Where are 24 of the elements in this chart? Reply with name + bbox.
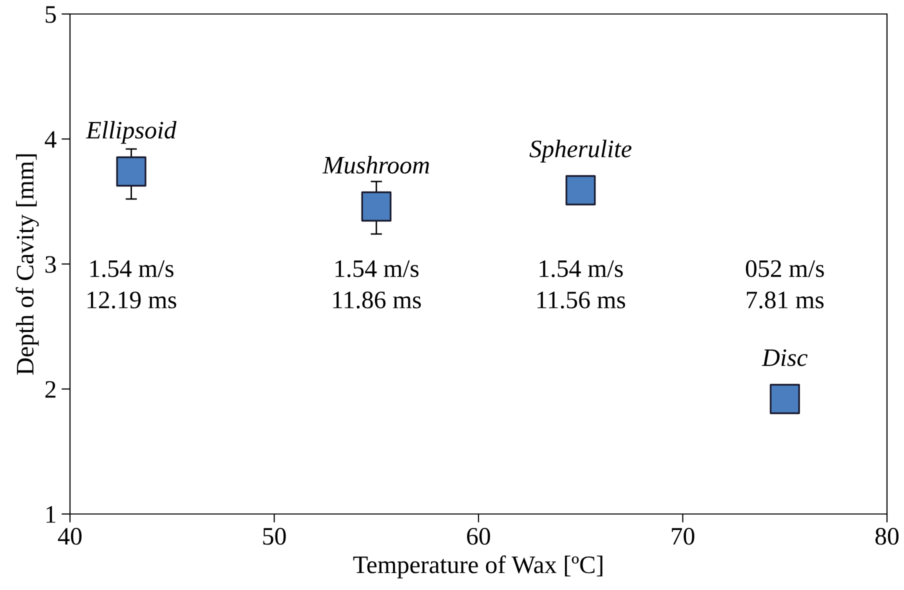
annotation: Ellipsoid [86,121,176,144]
x-tick-label: 80 [875,528,899,545]
annotation: 1.54 m/s 11.86 ms [333,260,421,309]
annotation: 1.54 m/s 11.56 ms [537,260,626,309]
annotation: Mushroom [322,156,430,174]
x-tick-label: 70 [672,528,694,545]
x-tick-label: 40 [58,528,82,545]
x-tick-label: 50 [263,528,286,545]
y-tick-label: 4 [44,131,56,148]
point [566,175,596,206]
y-tick-label: 2 [45,381,56,398]
y-tick-label: 1 [46,506,56,523]
annotation: 052 m/s 7.81 ms [746,260,824,309]
y-tick-label: 3 [46,256,56,273]
point [361,191,392,222]
y-tick-label: 5 [46,6,56,23]
x-tick-label: 60 [467,528,490,545]
point [770,384,800,414]
annotation: Disc [762,349,808,366]
annotation: Spherulite [530,140,632,162]
point [116,156,146,187]
y-axis-title: Depth of Cavity [mm] [16,154,39,375]
annotation: 1.54 m/s 12.19 ms [88,260,176,309]
x-axis-title: Temperature of Wax [ºC] [353,555,602,578]
